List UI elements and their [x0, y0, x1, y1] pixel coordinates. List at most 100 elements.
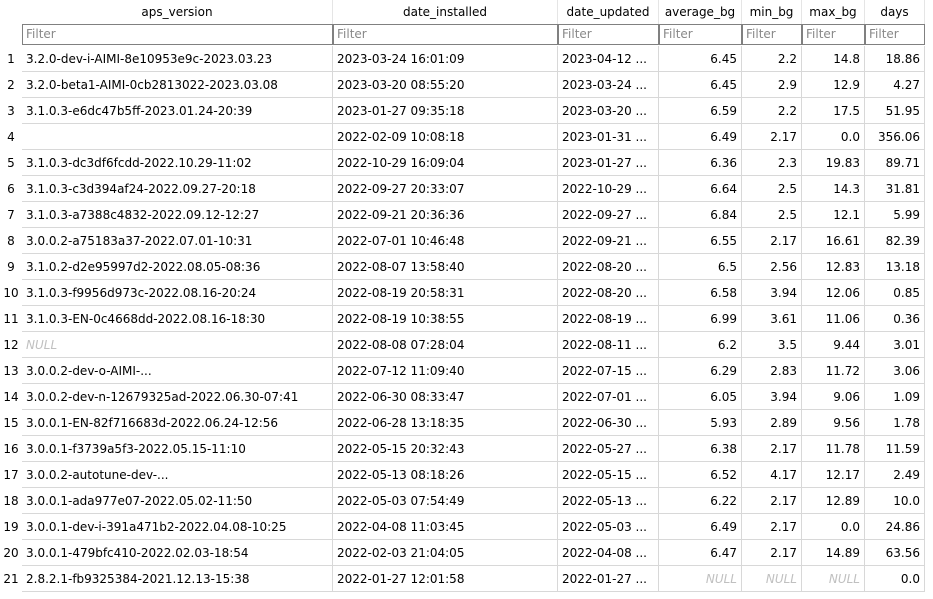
table-cell-max_bg[interactable]: 12.17 [802, 462, 865, 488]
table-cell-date_installed[interactable]: 2022-09-21 20:36:36 [333, 202, 558, 228]
row-number[interactable]: 21 [0, 566, 22, 592]
table-cell-date_installed[interactable]: 2022-06-28 13:18:35 [333, 410, 558, 436]
table-cell-average_bg[interactable]: 6.52 [659, 462, 742, 488]
table-cell-date_installed[interactable]: 2022-05-13 08:18:26 [333, 462, 558, 488]
row-number[interactable]: 2 [0, 72, 22, 98]
table-cell-average_bg[interactable]: 5.93 [659, 410, 742, 436]
filter-input-min_bg[interactable]: Filter [742, 24, 802, 45]
table-cell-average_bg[interactable]: 6.47 [659, 540, 742, 566]
table-cell-days[interactable]: 1.09 [865, 384, 925, 410]
table-cell-min_bg[interactable]: 3.61 [742, 306, 802, 332]
row-number[interactable]: 20 [0, 540, 22, 566]
table-cell-max_bg[interactable]: 9.44 [802, 332, 865, 358]
row-number[interactable]: 17 [0, 462, 22, 488]
table-cell-average_bg[interactable]: 6.36 [659, 150, 742, 176]
table-cell-aps_version[interactable]: 3.0.0.2-a75183a37-2022.07.01-10:31 [22, 228, 333, 254]
table-cell-max_bg[interactable]: 0.0 [802, 514, 865, 540]
table-cell-average_bg[interactable]: 6.99 [659, 306, 742, 332]
table-cell-aps_version[interactable]: 3.0.0.2-autotune-dev-... [22, 462, 333, 488]
table-cell-min_bg[interactable]: 2.9 [742, 72, 802, 98]
table-cell-max_bg[interactable]: 12.06 [802, 280, 865, 306]
table-cell-aps_version[interactable]: 3.0.0.2-dev-o-AIMI-... [22, 358, 333, 384]
table-cell-date_updated[interactable]: 2022-05-13 ... [558, 488, 659, 514]
table-cell-days[interactable]: 3.06 [865, 358, 925, 384]
filter-input-date_updated[interactable]: Filter [558, 24, 659, 45]
filter-input-aps_version[interactable]: Filter [22, 24, 333, 45]
table-cell-date_updated[interactable]: 2022-09-21 ... [558, 228, 659, 254]
table-cell-date_updated[interactable]: 2022-08-19 ... [558, 306, 659, 332]
table-cell-max_bg[interactable]: 12.89 [802, 488, 865, 514]
table-cell-date_installed[interactable]: 2022-09-27 20:33:07 [333, 176, 558, 202]
table-cell-max_bg[interactable]: 11.72 [802, 358, 865, 384]
table-cell-max_bg[interactable]: 17.5 [802, 98, 865, 124]
row-number[interactable]: 14 [0, 384, 22, 410]
table-cell-date_installed[interactable]: 2023-01-27 09:35:18 [333, 98, 558, 124]
table-cell-aps_version[interactable]: 3.0.0.1-479bfc410-2022.02.03-18:54 [22, 540, 333, 566]
table-cell-aps_version[interactable]: 3.1.0.3-c3d394af24-2022.09.27-20:18 [22, 176, 333, 202]
table-cell-average_bg[interactable]: 6.49 [659, 514, 742, 540]
table-cell-date_updated[interactable]: 2022-01-27 ... [558, 566, 659, 592]
table-cell-min_bg[interactable]: 2.17 [742, 540, 802, 566]
row-number[interactable]: 13 [0, 358, 22, 384]
table-cell-min_bg[interactable]: 2.89 [742, 410, 802, 436]
table-cell-aps_version[interactable]: 3.1.0.2-d2e95997d2-2022.08.05-08:36 [22, 254, 333, 280]
table-cell-date_installed[interactable]: 2022-05-15 20:32:43 [333, 436, 558, 462]
table-cell-date_updated[interactable]: 2022-07-01 ... [558, 384, 659, 410]
table-cell-days[interactable]: 3.01 [865, 332, 925, 358]
table-cell-max_bg[interactable]: 14.3 [802, 176, 865, 202]
row-number[interactable]: 3 [0, 98, 22, 124]
table-cell-days[interactable]: 24.86 [865, 514, 925, 540]
table-cell-date_updated[interactable]: 2022-04-08 ... [558, 540, 659, 566]
table-cell-aps_version[interactable]: 3.1.0.3-EN-0c4668dd-2022.08.16-18:30 [22, 306, 333, 332]
table-cell-date_updated[interactable]: 2023-04-12 ... [558, 46, 659, 72]
table-cell-days[interactable]: 0.0 [865, 566, 925, 592]
row-number[interactable]: 7 [0, 202, 22, 228]
table-cell-date_updated[interactable]: 2022-08-20 ... [558, 254, 659, 280]
table-cell-date_installed[interactable]: 2022-08-08 07:28:04 [333, 332, 558, 358]
table-cell-days[interactable]: 82.39 [865, 228, 925, 254]
table-cell-max_bg[interactable]: 0.0 [802, 124, 865, 150]
table-cell-date_updated[interactable]: 2022-08-11 ... [558, 332, 659, 358]
table-cell-days[interactable]: 11.59 [865, 436, 925, 462]
table-cell-min_bg[interactable]: 3.94 [742, 384, 802, 410]
column-header-days[interactable]: days [865, 0, 925, 24]
table-cell-max_bg[interactable]: 12.1 [802, 202, 865, 228]
row-number[interactable]: 1 [0, 46, 22, 72]
table-cell-min_bg[interactable]: 2.17 [742, 124, 802, 150]
table-cell-min_bg[interactable]: 2.17 [742, 488, 802, 514]
table-cell-min_bg[interactable]: 2.17 [742, 436, 802, 462]
column-header-max_bg[interactable]: max_bg [802, 0, 865, 24]
row-number[interactable]: 11 [0, 306, 22, 332]
table-cell-aps_version[interactable]: 3.1.0.3-a7388c4832-2022.09.12-12:27 [22, 202, 333, 228]
column-header-average_bg[interactable]: average_bg [659, 0, 742, 24]
table-cell-min_bg[interactable]: 3.94 [742, 280, 802, 306]
table-cell-days[interactable]: 0.85 [865, 280, 925, 306]
table-cell-date_updated[interactable]: 2022-05-27 ... [558, 436, 659, 462]
table-cell-min_bg[interactable]: 2.2 [742, 46, 802, 72]
table-cell-aps_version[interactable]: 3.0.0.2-dev-n-12679325ad-2022.06.30-07:4… [22, 384, 333, 410]
table-cell-days[interactable]: 4.27 [865, 72, 925, 98]
row-number[interactable]: 12 [0, 332, 22, 358]
table-cell-days[interactable]: 5.99 [865, 202, 925, 228]
filter-input-date_installed[interactable]: Filter [333, 24, 558, 45]
table-cell-min_bg[interactable]: 2.2 [742, 98, 802, 124]
table-cell-days[interactable]: 18.86 [865, 46, 925, 72]
table-cell-aps_version[interactable]: 2.8.2.1-fb9325384-2021.12.13-15:38 [22, 566, 333, 592]
table-cell-average_bg[interactable]: 6.29 [659, 358, 742, 384]
table-cell-date_installed[interactable]: 2022-01-27 12:01:58 [333, 566, 558, 592]
table-cell-date_updated[interactable]: 2023-01-31 ... [558, 124, 659, 150]
filter-input-days[interactable]: Filter [865, 24, 925, 45]
table-cell-average_bg[interactable]: 6.84 [659, 202, 742, 228]
row-number[interactable]: 8 [0, 228, 22, 254]
table-cell-aps_version[interactable]: 3.1.0.3-f9956d973c-2022.08.16-20:24 [22, 280, 333, 306]
table-cell-aps_version[interactable]: 3.0.0.1-ada977e07-2022.05.02-11:50 [22, 488, 333, 514]
row-number[interactable]: 19 [0, 514, 22, 540]
table-cell-min_bg[interactable]: 2.17 [742, 514, 802, 540]
table-cell-average_bg[interactable]: 6.22 [659, 488, 742, 514]
table-cell-max_bg[interactable]: 12.83 [802, 254, 865, 280]
table-cell-date_installed[interactable]: 2022-08-19 10:38:55 [333, 306, 558, 332]
table-cell-aps_version[interactable]: 3.1.0.3-e6dc47b5ff-2023.01.24-20:39 [22, 98, 333, 124]
table-cell-days[interactable]: 2.49 [865, 462, 925, 488]
column-header-aps_version[interactable]: aps_version [22, 0, 333, 24]
table-cell-aps_version[interactable] [22, 124, 333, 150]
